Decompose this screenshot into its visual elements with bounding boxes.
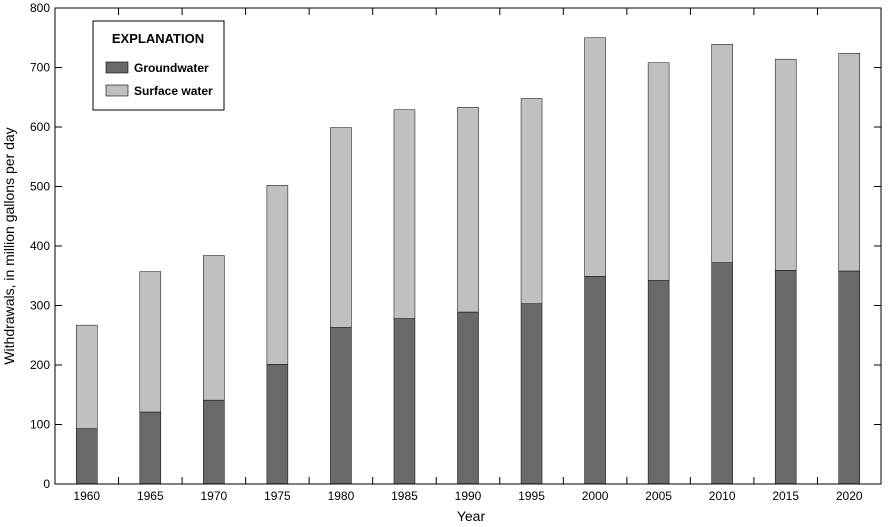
bar-surface-water-1985 bbox=[393, 109, 416, 319]
x-tick-label-2015: 2015 bbox=[772, 489, 799, 503]
bar-groundwater-2020 bbox=[838, 270, 860, 485]
x-tick-label-1960: 1960 bbox=[73, 489, 100, 503]
x-tick-label-1995: 1995 bbox=[518, 489, 545, 503]
bar-groundwater-1960 bbox=[76, 428, 98, 485]
bar-groundwater-2015 bbox=[774, 270, 797, 485]
x-tick-label-1965: 1965 bbox=[137, 489, 164, 503]
x-tick-label-1985: 1985 bbox=[391, 489, 418, 503]
y-tick-label-200: 200 bbox=[30, 358, 50, 372]
bar-surface-water-1970 bbox=[203, 255, 225, 401]
y-tick-label-600: 600 bbox=[30, 120, 50, 134]
y-tick-label-700: 700 bbox=[30, 61, 50, 75]
y-axis-ticks: 0 100 200 300 400 500 600 700 800 bbox=[30, 1, 881, 491]
bar-groundwater-1965 bbox=[139, 411, 162, 485]
bar-surface-water-1995 bbox=[520, 98, 543, 304]
bar-groundwater-1995 bbox=[520, 303, 543, 485]
x-tick-label-1990: 1990 bbox=[455, 489, 482, 503]
legend: EXPLANATION Groundwater Surface water bbox=[92, 20, 225, 111]
bars-group bbox=[76, 37, 860, 485]
bar-groundwater-2010 bbox=[711, 262, 733, 485]
bar-groundwater-2000 bbox=[584, 276, 606, 485]
bar-groundwater-2005 bbox=[647, 280, 670, 485]
x-axis-ticks: 1960 1965 1970 1975 1980 1985 1990 1995 2000 2005… bbox=[73, 8, 863, 503]
legend-swatch-surface-water bbox=[105, 84, 129, 97]
bar-groundwater-1980 bbox=[330, 327, 352, 485]
bar-surface-water-2015 bbox=[774, 58, 797, 271]
x-tick-label-2010: 2010 bbox=[709, 489, 736, 503]
y-axis-title: Withdrawals, in million gallons per day bbox=[1, 127, 17, 364]
bar-surface-water-2020 bbox=[838, 52, 860, 272]
legend-swatch-groundwater bbox=[105, 61, 129, 74]
bar-surface-water-1990 bbox=[457, 107, 479, 313]
bar-surface-water-1965 bbox=[139, 271, 162, 413]
x-tick-label-1980: 1980 bbox=[328, 489, 355, 503]
legend-label-surface-water: Surface water bbox=[134, 84, 213, 98]
y-tick-label-800: 800 bbox=[30, 1, 50, 15]
bar-surface-water-1960 bbox=[76, 324, 98, 429]
x-tick-label-1975: 1975 bbox=[264, 489, 291, 503]
y-tick-label-500: 500 bbox=[30, 180, 50, 194]
bar-groundwater-1970 bbox=[203, 399, 225, 485]
bar-surface-water-1975 bbox=[266, 185, 289, 365]
x-axis-title: Year bbox=[457, 508, 486, 524]
bar-groundwater-1975 bbox=[266, 364, 289, 485]
x-tick-label-1970: 1970 bbox=[200, 489, 227, 503]
plot-frame bbox=[54, 7, 882, 485]
x-tick-label-2020: 2020 bbox=[836, 489, 863, 503]
y-tick-label-300: 300 bbox=[30, 299, 50, 313]
x-tick-label-2005: 2005 bbox=[645, 489, 672, 503]
legend-label-groundwater: Groundwater bbox=[134, 61, 209, 75]
bar-surface-water-2010 bbox=[711, 44, 733, 263]
y-tick-label-100: 100 bbox=[30, 418, 50, 432]
bar-surface-water-2000 bbox=[584, 37, 606, 277]
x-tick-label-2000: 2000 bbox=[582, 489, 609, 503]
y-tick-label-0: 0 bbox=[43, 477, 50, 491]
bar-surface-water-1980 bbox=[330, 127, 352, 328]
legend-title: EXPLANATION bbox=[112, 31, 204, 46]
bar-groundwater-1985 bbox=[393, 318, 416, 485]
bar-surface-water-2005 bbox=[647, 62, 670, 281]
bar-groundwater-1990 bbox=[457, 311, 479, 485]
y-tick-label-400: 400 bbox=[30, 239, 50, 253]
